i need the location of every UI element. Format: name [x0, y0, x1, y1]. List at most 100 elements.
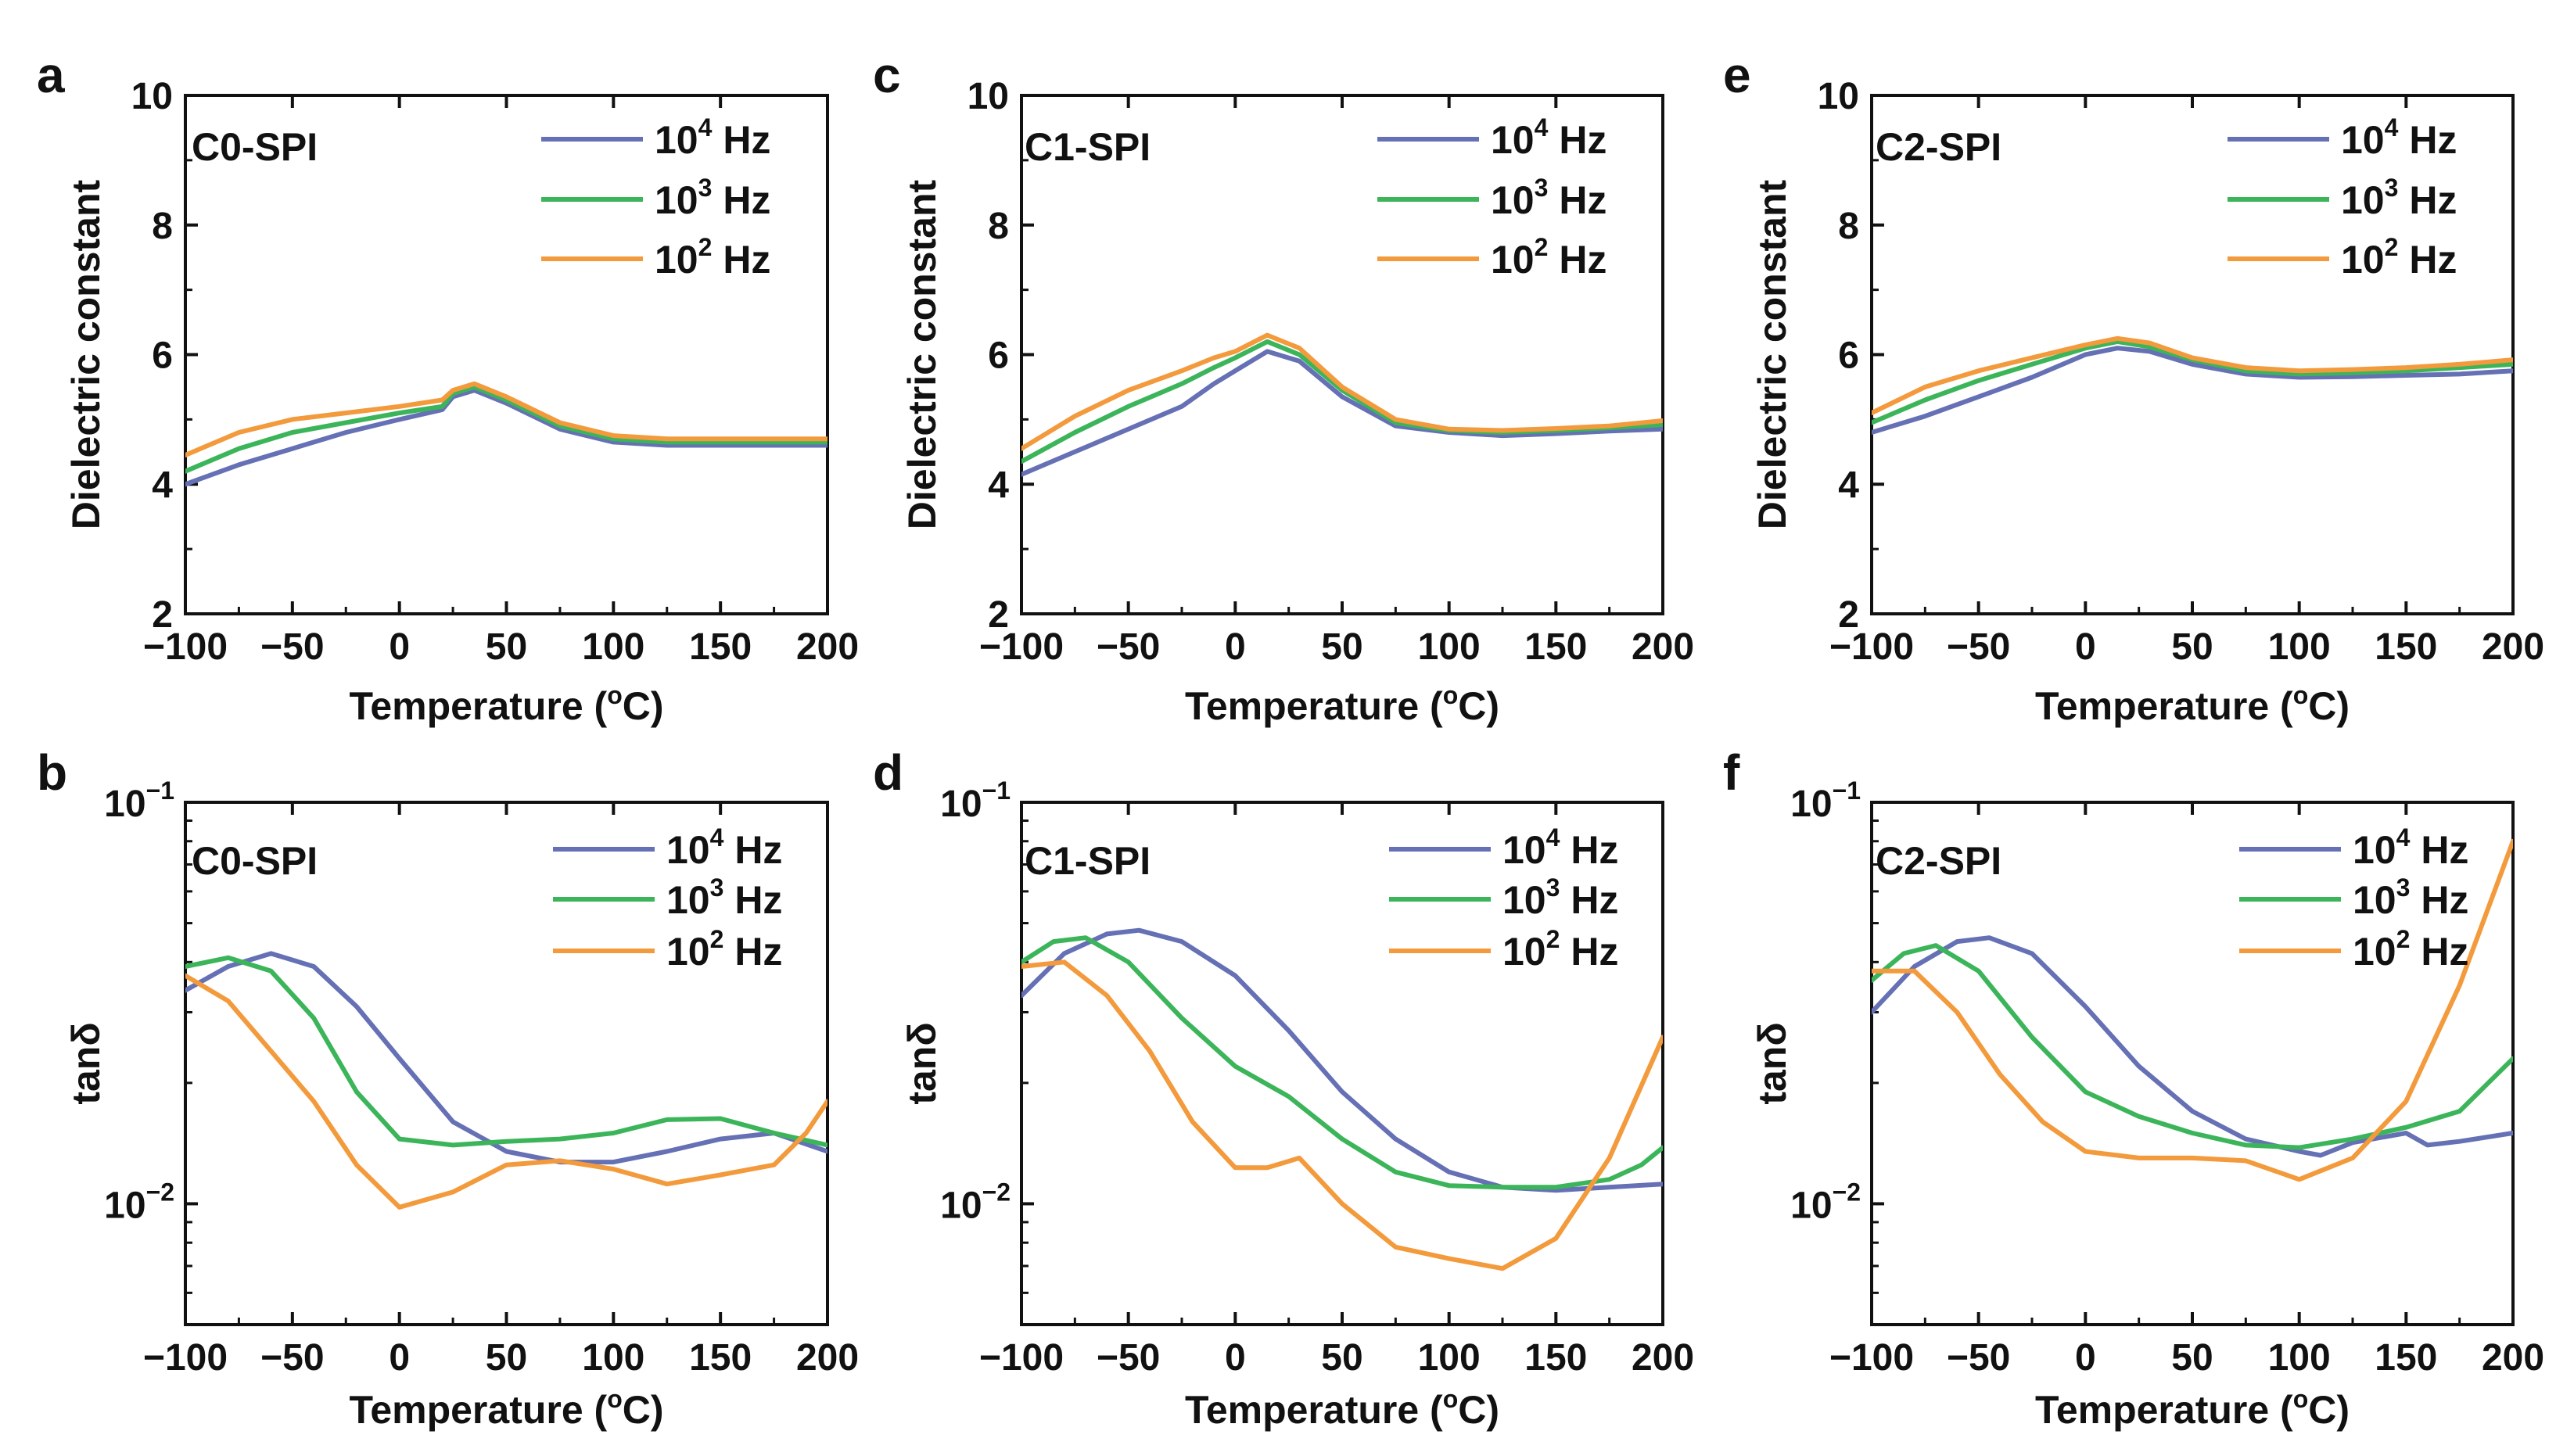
panel-c: c −100 −50 0 50 100 150 200 Temperature (oC) 2 4 6 8… — [873, 47, 1694, 728]
sample-label: C0-SPI — [192, 839, 318, 883]
x-tick-label: −50 — [1097, 1337, 1160, 1379]
legend-label: 102 Hz — [1502, 925, 1618, 974]
legend-label: 104 Hz — [2353, 823, 2468, 872]
y-axis-label: tanδ — [900, 1022, 944, 1104]
x-tick-label: 150 — [1524, 1337, 1587, 1379]
panel-e: e −100 −50 0 50 100 150 200 Temperature (oC) 2 4 6 8… — [1723, 47, 2544, 728]
x-tick-label: 50 — [2171, 1337, 2213, 1379]
legend-label: 104 Hz — [655, 113, 770, 162]
x-tick-label: 100 — [2268, 1337, 2331, 1379]
panel-d: d −100 −50 0 50 100 150 200 Temperature (oC) 10−2… — [873, 744, 1694, 1432]
x-tick-label: 100 — [1418, 626, 1481, 668]
legend-label: 103 Hz — [1502, 873, 1618, 922]
series-line-10e2-hz — [1021, 332, 1663, 451]
y-tick-label: 6 — [152, 335, 173, 377]
plot-frame — [1020, 94, 1664, 615]
series-line-10e3-hz — [1872, 943, 2513, 1150]
x-tick-label: 0 — [2075, 1337, 2096, 1379]
x-tick-label: 50 — [486, 626, 527, 668]
y-tick-label: 10−2 — [940, 1178, 1011, 1226]
series-line-10e4-hz — [185, 951, 827, 1165]
x-axis-label: Temperature (oC) — [2035, 1385, 2350, 1432]
y-tick-label: 10−2 — [1790, 1178, 1861, 1226]
legend-label: 104 Hz — [2341, 113, 2457, 162]
panel-letter: e — [1723, 47, 1751, 103]
series-line-10e3-hz — [185, 384, 827, 474]
x-tick-label: 200 — [796, 626, 859, 668]
x-tick-label: 50 — [486, 1337, 527, 1379]
x-tick-label: −100 — [979, 626, 1064, 668]
x-tick-label: 150 — [689, 1337, 752, 1379]
series-group — [1872, 838, 2513, 1182]
y-tick-label: 2 — [1838, 594, 1859, 636]
series-line-10e3-hz — [1021, 935, 1663, 1190]
x-tick-label: 200 — [1632, 626, 1694, 668]
x-tick-label: 150 — [1524, 626, 1587, 668]
y-tick-label: 10−2 — [104, 1178, 174, 1226]
x-tick-label: 100 — [582, 626, 644, 668]
x-tick-label: 150 — [2375, 626, 2437, 668]
series-line-10e3-hz — [1872, 339, 2513, 425]
x-tick-label: 200 — [2482, 626, 2544, 668]
sample-label: C2-SPI — [1876, 839, 2001, 883]
panel-letter: a — [37, 47, 65, 103]
series-group — [1021, 332, 1663, 477]
legend-label: 102 Hz — [2353, 925, 2468, 974]
y-axis-label: Dielectric constant — [64, 179, 108, 529]
series-group — [185, 381, 827, 487]
y-tick-label: 10 — [131, 76, 173, 117]
series-line-10e4-hz — [1021, 349, 1663, 477]
x-axis-label: Temperature (oC) — [349, 681, 663, 728]
x-tick-label: 0 — [2075, 626, 2096, 668]
y-tick-label: 6 — [1838, 335, 1859, 377]
y-tick-label: 4 — [152, 464, 173, 506]
series-line-10e2-hz — [185, 381, 827, 457]
panel-letter: d — [873, 744, 903, 801]
x-tick-label: 0 — [389, 1337, 410, 1379]
legend-label: 102 Hz — [655, 233, 770, 282]
x-tick-label: 200 — [796, 1337, 859, 1379]
plot-frame — [184, 94, 829, 615]
x-axis-label: Temperature (oC) — [1185, 1385, 1499, 1432]
legend-label: 103 Hz — [666, 873, 782, 922]
y-tick-label: 4 — [988, 464, 1009, 506]
x-tick-label: 100 — [582, 1337, 644, 1379]
y-tick-label: 8 — [1838, 206, 1859, 247]
y-tick-label: 8 — [152, 206, 173, 247]
y-axis-label: Dielectric constant — [1750, 179, 1794, 529]
legend-label: 104 Hz — [1502, 823, 1618, 872]
panel-f: f −100 −50 0 50 100 150 200 Temperature (oC) 10−2… — [1723, 744, 2544, 1432]
series-line-10e2-hz — [1872, 838, 2513, 1182]
series-line-10e2-hz — [1021, 959, 1663, 1271]
x-tick-label: −100 — [1829, 626, 1914, 668]
x-tick-label: 50 — [1321, 626, 1362, 668]
x-tick-label: −50 — [260, 626, 324, 668]
series-line-10e3-hz — [1021, 339, 1663, 464]
panel-b: b −100 −50 0 50 100 150 200 Temperature (oC) 10−2… — [37, 744, 859, 1432]
panel-letter: f — [1723, 744, 1740, 801]
x-tick-label: 100 — [1418, 1337, 1481, 1379]
legend-label: 103 Hz — [655, 174, 770, 222]
series-group — [185, 951, 827, 1210]
x-tick-label: 0 — [389, 626, 410, 668]
series-line-10e2-hz — [185, 973, 827, 1210]
x-tick-label: 200 — [1632, 1337, 1694, 1379]
sample-label: C1-SPI — [1025, 125, 1151, 169]
legend-label: 102 Hz — [666, 925, 782, 974]
y-tick-label: 2 — [988, 594, 1009, 636]
y-tick-label: 8 — [988, 206, 1009, 247]
sample-label: C1-SPI — [1025, 839, 1151, 883]
x-axis-label: Temperature (oC) — [1185, 681, 1499, 728]
x-tick-label: 150 — [689, 626, 752, 668]
series-line-10e4-hz — [185, 388, 827, 487]
sample-label: C2-SPI — [1876, 125, 2001, 169]
legend-label: 104 Hz — [1491, 113, 1607, 162]
x-tick-label: 150 — [2375, 1337, 2437, 1379]
panel-letter: c — [873, 47, 901, 103]
y-tick-label: 4 — [1838, 464, 1859, 506]
x-tick-label: −100 — [143, 626, 228, 668]
x-tick-label: 200 — [2482, 1337, 2544, 1379]
x-tick-label: 50 — [1321, 1337, 1362, 1379]
series-line-10e4-hz — [1872, 935, 2513, 1158]
x-tick-label: −50 — [1947, 1337, 2010, 1379]
